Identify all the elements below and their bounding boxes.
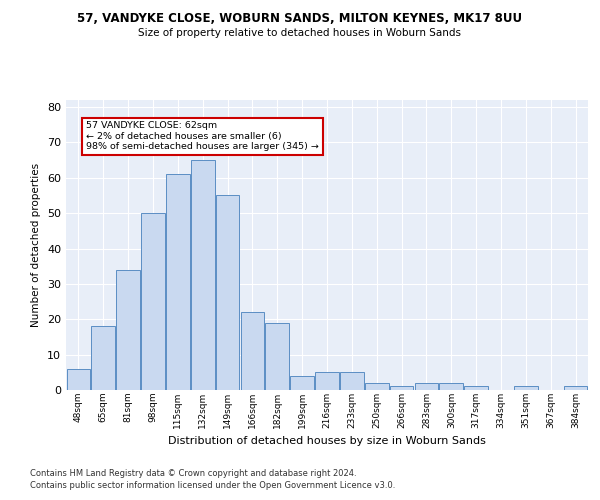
- Text: 57 VANDYKE CLOSE: 62sqm
← 2% of detached houses are smaller (6)
98% of semi-deta: 57 VANDYKE CLOSE: 62sqm ← 2% of detached…: [86, 122, 319, 152]
- Bar: [365, 383, 389, 390]
- Bar: [415, 383, 438, 390]
- Bar: [191, 160, 215, 390]
- Text: Contains HM Land Registry data © Crown copyright and database right 2024.: Contains HM Land Registry data © Crown c…: [30, 468, 356, 477]
- Text: Size of property relative to detached houses in Woburn Sands: Size of property relative to detached ho…: [139, 28, 461, 38]
- Y-axis label: Number of detached properties: Number of detached properties: [31, 163, 41, 327]
- Bar: [564, 386, 587, 390]
- Bar: [290, 376, 314, 390]
- Text: 57, VANDYKE CLOSE, WOBURN SANDS, MILTON KEYNES, MK17 8UU: 57, VANDYKE CLOSE, WOBURN SANDS, MILTON …: [77, 12, 523, 26]
- Bar: [464, 386, 488, 390]
- Bar: [91, 326, 115, 390]
- Bar: [116, 270, 140, 390]
- Bar: [265, 323, 289, 390]
- Bar: [340, 372, 364, 390]
- Bar: [514, 386, 538, 390]
- X-axis label: Distribution of detached houses by size in Woburn Sands: Distribution of detached houses by size …: [168, 436, 486, 446]
- Bar: [166, 174, 190, 390]
- Bar: [216, 196, 239, 390]
- Bar: [390, 386, 413, 390]
- Bar: [241, 312, 264, 390]
- Bar: [67, 369, 90, 390]
- Text: Contains public sector information licensed under the Open Government Licence v3: Contains public sector information licen…: [30, 481, 395, 490]
- Bar: [315, 372, 339, 390]
- Bar: [439, 383, 463, 390]
- Bar: [141, 213, 165, 390]
